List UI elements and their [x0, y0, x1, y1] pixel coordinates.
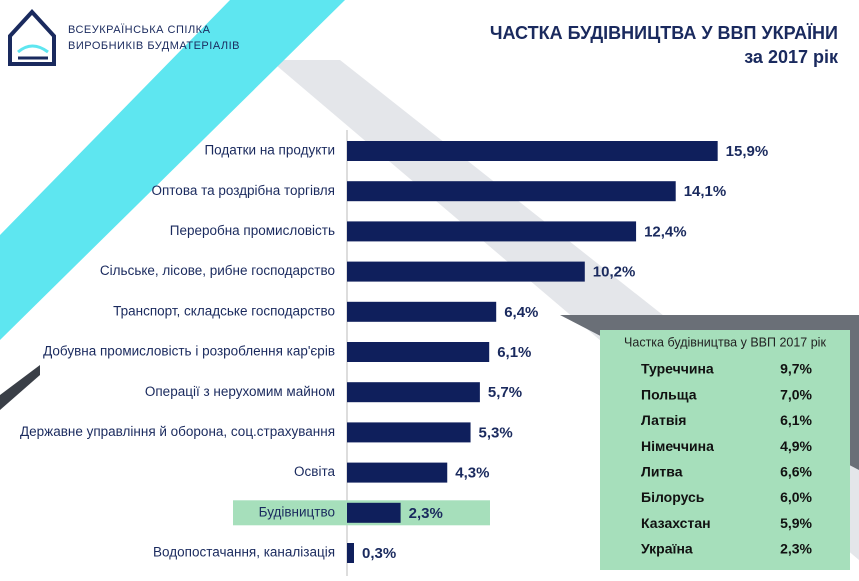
bar: [347, 181, 676, 202]
table-box: [600, 330, 850, 570]
table-country: Литва: [641, 464, 683, 480]
category-label: Оптова та роздрібна торгівля: [151, 183, 335, 198]
value-label: 6,1%: [497, 344, 531, 361]
table-value: 9,7%: [780, 361, 812, 377]
table-country: Казахстан: [641, 515, 711, 531]
bars: Податки на продукти 15,9% Оптова та роздрі…: [20, 141, 768, 563]
table-value: 5,9%: [780, 515, 812, 531]
table-country: Україна: [641, 541, 693, 557]
bar: [347, 342, 490, 362]
category-label: Податки на продукти: [204, 143, 335, 158]
category-label: Державне управління й оборона, соц.страх…: [20, 424, 335, 439]
logo-text: ВИРОБНИКІВ БУДМАТЕРІАЛІВ: [68, 40, 240, 52]
category-label: Будівництво: [259, 504, 335, 519]
bar: [347, 543, 354, 563]
value-label: 12,4%: [644, 223, 687, 240]
value-label: 0,3%: [362, 545, 396, 562]
category-label: Переробна промисловість: [170, 223, 335, 238]
table-country: Польща: [641, 386, 697, 402]
table-country: Німеччина: [641, 438, 714, 454]
bar: [347, 301, 497, 322]
category-label: Сільське, лісове, рибне господарство: [100, 263, 335, 278]
table-rows: Туреччина 9,7% Польща 7,0% Латвія 6,1% Німеччи…: [641, 361, 813, 557]
table-value: 2,3%: [780, 541, 812, 557]
table-country: Білорусь: [641, 489, 705, 505]
value-label: 5,3%: [479, 424, 513, 441]
bar: [347, 141, 718, 161]
table-value: 6,1%: [780, 412, 812, 428]
table-country: Латвія: [641, 412, 686, 428]
bar: [347, 261, 585, 282]
category-label: Операції з нерухомим майном: [145, 384, 335, 399]
table-value: 7,0%: [780, 386, 812, 402]
table-value: 4,9%: [780, 438, 812, 454]
bar: [347, 462, 448, 483]
logo-icon: [8, 9, 56, 66]
bar: [347, 422, 471, 443]
bg-cyan-band: [0, 0, 345, 340]
category-label: Водопостачання, каналізація: [153, 545, 335, 560]
table-value: 6,0%: [780, 489, 812, 505]
value-label: 5,7%: [488, 384, 522, 401]
value-label: 4,3%: [455, 465, 489, 482]
value-label: 15,9%: [726, 143, 769, 160]
bar: [347, 221, 637, 242]
category-label: Добувна промисловість і розроблення кар'…: [43, 344, 335, 359]
table-country: Туреччина: [641, 361, 714, 377]
value-label: 2,3%: [409, 505, 443, 522]
value-label: 6,4%: [504, 304, 538, 321]
logo-text: ВСЕУКРАЇНСЬКА СПІЛКА: [68, 24, 211, 36]
category-label: Транспорт, складське господарство: [113, 303, 335, 318]
value-label: 14,1%: [684, 183, 727, 200]
category-label: Освіта: [294, 464, 335, 479]
chart-title: ЧАСТКА БУДІВНИЦТВА У ВВП УКРАЇНИ: [490, 23, 838, 43]
bar: [347, 382, 480, 403]
table-title: Частка будівництва у ВВП 2017 рік: [624, 335, 826, 349]
chart-subtitle: за 2017 рік: [744, 47, 839, 67]
value-label: 10,2%: [593, 264, 636, 281]
table-value: 6,6%: [780, 464, 812, 480]
bar: [347, 502, 401, 523]
bg-dark-band: [0, 365, 40, 410]
